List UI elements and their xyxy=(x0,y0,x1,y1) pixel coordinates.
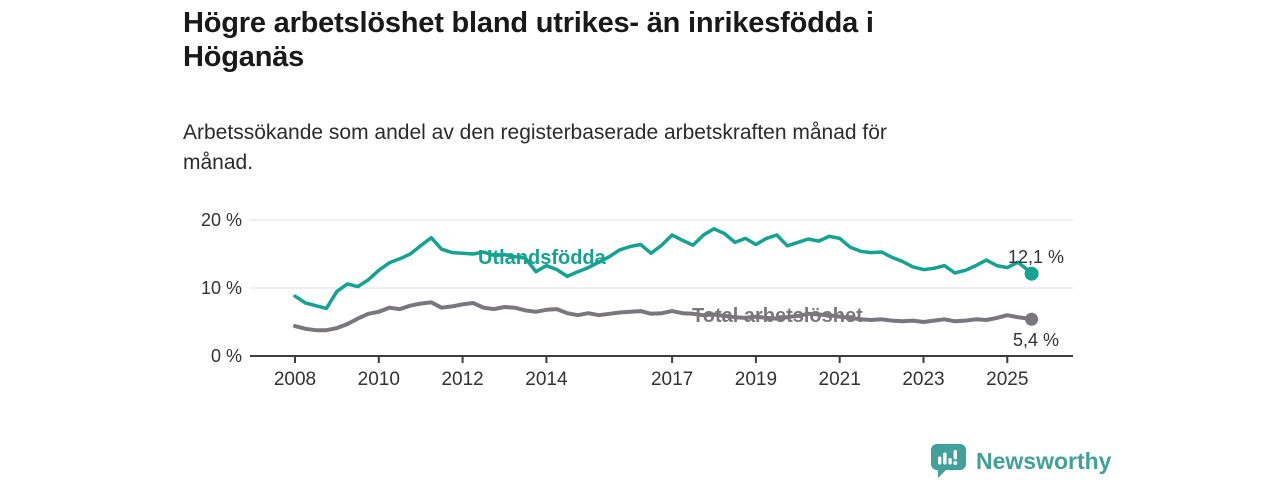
x-tick-label-2025: 2025 xyxy=(986,369,1028,390)
x-tick-label-2017: 2017 xyxy=(651,369,693,390)
x-tick-label-2019: 2019 xyxy=(735,369,777,390)
brand-logo: Newsworthy xyxy=(930,443,1111,479)
series-end-value-label-utlandsfodda: 12,1 % xyxy=(1008,247,1064,267)
series-end-dot-total xyxy=(1025,312,1039,326)
newsworthy-logo-icon xyxy=(931,444,966,478)
chart-subtitle-line-2: månad. xyxy=(183,151,254,174)
chart-title-line-1: Högre arbetslöshet bland utrikes- än inr… xyxy=(183,7,874,39)
series-line-total xyxy=(293,300,1034,333)
series-end-value-label-total: 5,4 % xyxy=(1013,330,1059,350)
x-tick-label-2008: 2008 xyxy=(274,369,316,390)
y-tick-label-20: 20 % xyxy=(201,210,242,230)
y-tick-label-10: 10 % xyxy=(201,278,242,298)
brand-logo-text: Newsworthy xyxy=(976,448,1112,474)
x-tick-label-2010: 2010 xyxy=(358,369,400,390)
x-tick-label-2012: 2012 xyxy=(441,369,483,390)
series-inline-label-utlandsfodda: Utlandsfödda xyxy=(478,247,607,269)
chart-subtitle-line-1: Arbetssökande som andel av den registerb… xyxy=(183,121,887,144)
line-chart: 0 % 10 % 20 % 2008 2010 2012 2014 2017 2019 2021 2… xyxy=(180,195,1100,405)
y-tick-label-0: 0 % xyxy=(211,346,242,366)
series-line-utlandsfodda xyxy=(293,227,1034,311)
x-tick-label-2021: 2021 xyxy=(819,369,861,390)
x-tick-label-2014: 2014 xyxy=(525,369,568,390)
series-inline-label-total: Total arbetslöshet xyxy=(692,305,863,327)
x-tick-label-2023: 2023 xyxy=(902,369,944,390)
chart-svg: 0 % 10 % 20 % 2008 2010 2012 2014 2017 2019 2021 2… xyxy=(201,210,1073,390)
chart-title-line-2: Höganäs xyxy=(183,41,305,73)
chart-subtitle: Arbetssökande som andel av den registerb… xyxy=(183,118,1063,178)
series-end-dot-utlandsfodda xyxy=(1024,266,1039,281)
chart-title: Högre arbetslöshet bland utrikes- än inr… xyxy=(183,6,1083,74)
